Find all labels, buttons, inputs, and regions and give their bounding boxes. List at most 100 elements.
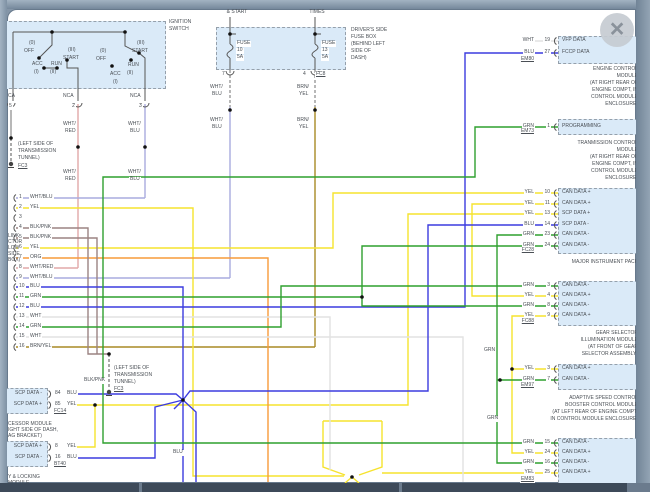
diagram-label: TRANSMISSION	[113, 372, 154, 379]
engine-control-module-wire-color: BLU	[523, 49, 535, 56]
bottom-scrollbar[interactable]	[0, 483, 650, 492]
module-em83-pin-number: 15	[543, 439, 551, 446]
major-instrument-pack-pin-number: 13	[543, 210, 551, 217]
major-instrument-pack-row-label: CAN DATA -	[562, 242, 590, 248]
module-em83-row-label: CAN DATA -	[562, 439, 590, 445]
symbol	[553, 312, 557, 320]
security-locking-module-wire-color: BLU	[66, 454, 78, 461]
adaptive-speed-control-booster-module-pin-number: 7	[546, 376, 551, 383]
connector-wire-color: WHT/BLU	[29, 274, 54, 281]
diagram-label: (III)	[137, 40, 145, 46]
engine-control-module-pin-number: 19	[543, 37, 551, 44]
major-instrument-pack-pin-number: 24	[543, 242, 551, 249]
security-locking-module-caption: Y & LOCKING	[8, 474, 40, 480]
connector-pin-number: 16	[18, 343, 26, 350]
diagram-label: SWITCH	[169, 26, 189, 32]
engine-control-module-caption: (AT RIGHT REAR OF	[589, 80, 638, 86]
splice-dot	[65, 58, 69, 62]
symbol	[553, 242, 557, 250]
diagram-label: GRN	[483, 347, 497, 354]
diagram-label: 2	[71, 103, 76, 110]
connector-pin-number: 5	[18, 234, 23, 241]
gear-selector-illumination-module-pin-number: 8	[546, 302, 551, 309]
diagram-label: NCA	[63, 93, 74, 99]
splice-dot	[129, 58, 133, 62]
transmission-control-module-row-label: PROGRAMMING	[562, 123, 601, 129]
gear-selector-illumination-module-pin-number: 3	[546, 282, 551, 289]
module-em83-box	[558, 438, 638, 488]
diagram-label: 4	[302, 71, 307, 78]
diagram-label: WHT/	[209, 84, 224, 91]
connector-pin-number: 1	[18, 194, 23, 201]
major-instrument-pack-wire-color: GRN	[521, 242, 535, 249]
diagram-label: FC3	[113, 386, 125, 393]
major-instrument-pack-row-label: SCP DATA +	[562, 210, 591, 216]
connector-wire-color: WHT/RED	[29, 264, 55, 271]
splice-dot	[360, 295, 364, 299]
processor-module-caption: AG BRACKET)	[8, 433, 42, 439]
connector-caption-fragment: LINK	[8, 233, 20, 239]
connector-pin-number: 15	[18, 333, 26, 340]
symbol	[553, 123, 557, 131]
wire	[75, 399, 184, 459]
diagram-label: GRN	[486, 415, 500, 422]
splice-dot	[76, 145, 80, 149]
symbol	[553, 231, 557, 239]
splice-dot	[228, 32, 232, 36]
diagram-label: RED	[64, 176, 77, 183]
symbol	[13, 234, 17, 242]
transmission-control-module-caption: (AT RIGHT REAR OF	[589, 154, 638, 160]
connector-pin-number: 10	[18, 283, 26, 290]
connector-wire-color: WHT	[29, 333, 43, 340]
adaptive-speed-control-booster-module-wire-color: YEL	[523, 365, 535, 372]
module-em83-row-label: CAN DATA -	[562, 459, 590, 465]
diagram-label: ACC	[32, 61, 43, 67]
gear-selector-illumination-module-wire-color: YEL	[523, 312, 535, 319]
gear-selector-illumination-module-row-label: CAN DATA -	[562, 302, 590, 308]
major-instrument-pack-wire-color: GRN	[521, 231, 535, 238]
diagram-label: BLU	[129, 176, 141, 183]
diagram-label: 5A	[321, 54, 330, 61]
diagram-label: (III)	[68, 47, 76, 53]
diagram-label: & START	[226, 9, 248, 15]
adaptive-speed-control-booster-module-caption: ADAPTIVE SPEED CONTROL	[569, 395, 638, 401]
gear-selector-illumination-module-wire-color: GRN	[521, 302, 535, 309]
symbol	[13, 343, 17, 351]
splice-dot	[181, 398, 185, 402]
symbol	[553, 210, 557, 218]
splice-dot	[313, 32, 317, 36]
splice-dot	[313, 108, 317, 112]
wire	[16, 286, 184, 482]
module-em83-row-label: CAN DATA +	[562, 469, 591, 475]
diagram-label: RED	[64, 128, 77, 135]
symbol	[553, 459, 557, 467]
diagram-label: WHT/	[62, 169, 77, 176]
transmission-control-module-caption: CONTROL MODULE	[590, 168, 638, 174]
wire	[75, 405, 96, 448]
window-frame-top	[0, 0, 650, 9]
module-em83-pin-number: 16	[543, 459, 551, 466]
symbol	[13, 194, 17, 202]
security-locking-module-wire-color: YEL	[66, 443, 78, 450]
scrollbar-notch[interactable]	[139, 483, 142, 492]
processor-module-caption: IGHT SIDE OF DASH,	[8, 427, 58, 433]
major-instrument-pack-wire-color: YEL	[523, 200, 535, 207]
adaptive-speed-control-booster-module-caption: BOOSTER CONTROL MODULE	[565, 402, 638, 408]
close-button[interactable]: ×	[600, 13, 634, 47]
scrollbar-notch[interactable]	[399, 483, 402, 492]
gear-selector-illumination-module-connector: FC88	[520, 318, 535, 325]
wire	[182, 224, 558, 401]
diagram-label: TIMES	[309, 9, 325, 15]
module-em83-connector: EM83	[519, 476, 535, 483]
major-instrument-pack-caption: MAJOR INSTRUMENT PACK	[571, 259, 638, 265]
diagram-label: BRN/	[296, 84, 310, 91]
diagram-label: (0)	[100, 48, 107, 54]
symbol	[553, 365, 557, 373]
connector-pin-number: 3	[18, 214, 23, 221]
splice-dot	[228, 108, 232, 112]
splice-dot	[110, 64, 114, 68]
scrollbar-notch[interactable]	[627, 483, 650, 492]
security-locking-module-pin-number: 8	[54, 443, 59, 450]
